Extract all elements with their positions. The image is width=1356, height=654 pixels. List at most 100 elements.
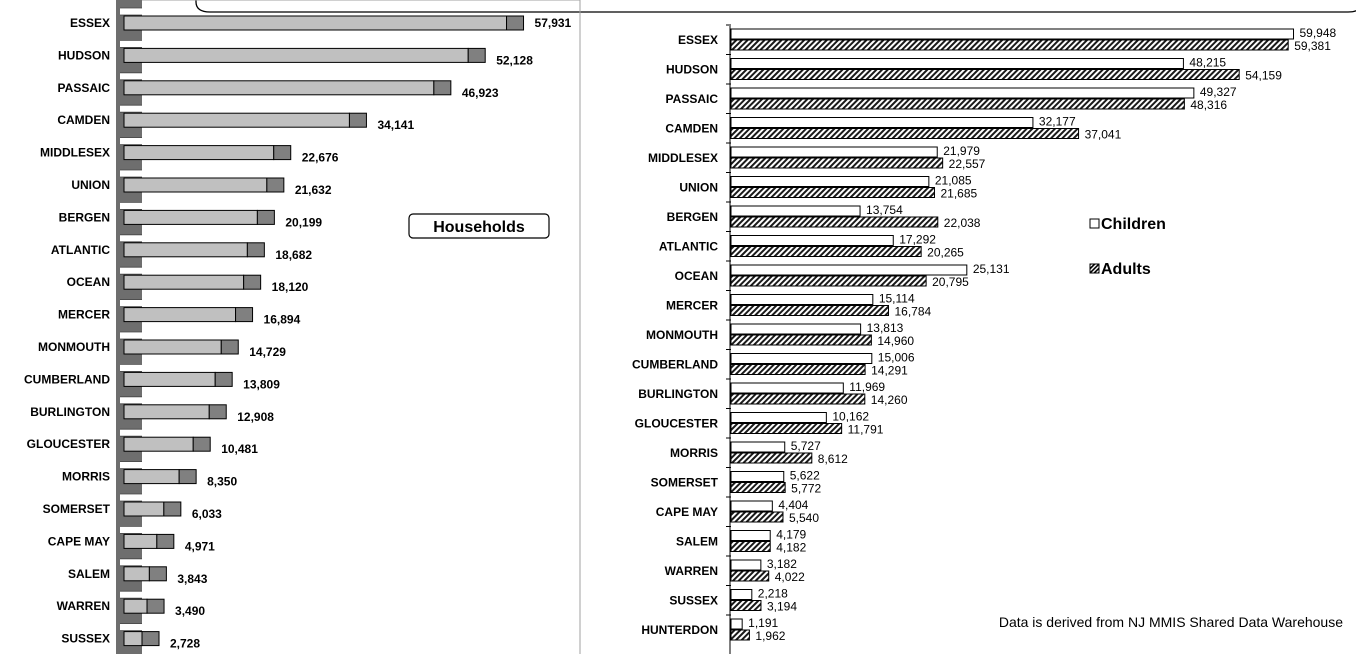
bar-households-ocean	[123, 274, 245, 290]
bar-households-bergen	[123, 209, 258, 225]
category-label-households: MONMOUTH	[38, 340, 110, 354]
category-label-households: SALEM	[68, 567, 110, 581]
value-label-households: 46,923	[462, 86, 499, 100]
bar-adults-warren	[730, 570, 770, 582]
value-label-children: 21,085	[935, 174, 972, 188]
wall-step	[120, 332, 142, 339]
bar-children-union	[730, 176, 930, 187]
value-label-children: 15,006	[878, 351, 915, 365]
category-label: UNION	[679, 181, 718, 195]
bar-adults-salem	[730, 541, 771, 552]
value-label-households: 3,490	[175, 604, 205, 618]
legend-swatch-children	[1089, 218, 1100, 229]
bar-cap	[256, 209, 275, 225]
category-label: MERCER	[666, 299, 718, 313]
wall-step	[120, 494, 142, 501]
bar-adults-burlington	[730, 393, 866, 405]
value-label-households: 18,682	[275, 248, 312, 262]
bar-cap	[246, 242, 265, 258]
bar-households-union	[123, 177, 268, 193]
legend-label-children: Children	[1101, 216, 1166, 233]
value-label-adults: 20,265	[927, 246, 964, 260]
category-label-households: UNION	[71, 178, 110, 192]
bar-children-atlantic	[730, 235, 894, 246]
value-label-adults: 14,260	[871, 393, 908, 407]
bar-adults-monmouth	[730, 334, 872, 346]
value-label-children: 25,131	[973, 262, 1010, 276]
bar-households-atlantic	[123, 242, 248, 258]
category-label-households: ESSEX	[70, 16, 110, 30]
value-label-households: 34,141	[377, 118, 414, 132]
bar-households-sussex	[123, 631, 143, 647]
legend-item-children: Children	[1089, 216, 1166, 233]
bar-adults-somerset	[730, 482, 786, 493]
bar-households-essex	[123, 15, 508, 31]
bar-children-ocean	[730, 264, 968, 276]
category-label: SALEM	[676, 535, 718, 549]
category-label-households: CAPE MAY	[48, 534, 110, 548]
wall-step	[120, 170, 142, 177]
bar-households-mercer	[123, 307, 237, 323]
category-label: MIDDLESEX	[648, 151, 718, 165]
value-label-households: 52,128	[496, 53, 533, 67]
category-label: BURLINGTON	[638, 387, 718, 401]
bar-children-middlesex	[730, 146, 938, 158]
category-label: CAPE MAY	[656, 505, 718, 519]
bar-cap	[467, 47, 486, 63]
value-label-households: 13,809	[243, 377, 280, 391]
value-label-children: 13,813	[867, 321, 904, 335]
value-label-children: 15,114	[879, 292, 915, 306]
value-label-adults: 1,962	[755, 629, 785, 643]
bar-adults-sussex	[730, 600, 762, 611]
wall-step	[120, 526, 142, 534]
value-label-adults: 14,291	[871, 364, 908, 378]
wall-step	[120, 299, 142, 307]
bar-adults-passaic	[730, 98, 1185, 110]
value-label-children: 59,948	[1300, 26, 1337, 40]
bar-children-camden	[730, 117, 1034, 128]
value-label-children: 5,727	[791, 439, 821, 453]
value-label-children: 3,182	[767, 557, 797, 571]
bar-cap	[235, 307, 254, 323]
bar-adults-mercer	[730, 305, 889, 316]
wall-step	[120, 8, 142, 15]
category-label-households: PASSAIC	[58, 81, 111, 95]
data-source-note: Data is derived from NJ MMIS Shared Data…	[999, 614, 1343, 630]
value-label-households: 12,908	[237, 410, 274, 424]
value-label-children: 17,292	[899, 233, 936, 247]
category-label: GLOUCESTER	[635, 417, 719, 431]
bar-households-cape-may	[123, 533, 158, 549]
category-label: PASSAIC	[666, 92, 719, 106]
value-label-children: 32,177	[1039, 115, 1076, 129]
value-label-children: 2,218	[758, 587, 788, 601]
bar-households-burlington	[123, 404, 210, 420]
value-label-children: 5,622	[790, 469, 820, 483]
category-label-households: SOMERSET	[43, 502, 111, 516]
legend-item-adults: Adults	[1089, 261, 1151, 278]
bar-cap	[506, 15, 525, 31]
category-label: WARREN	[665, 564, 718, 578]
value-label-households: 8,350	[207, 475, 237, 489]
households-chart: ESSEX 57,931 HUDSON 52,128 PASSAIC 46,923 CAMD…	[24, 0, 581, 654]
bar-cap	[156, 533, 175, 549]
bar-children-gloucester	[730, 412, 827, 423]
bar-children-cumberland	[730, 353, 873, 364]
bar-adults-middlesex	[730, 157, 944, 169]
bar-households-camden	[123, 112, 350, 128]
category-label-households: BURLINGTON	[30, 405, 110, 419]
bar-adults-ocean	[730, 275, 927, 287]
value-label-households: 4,971	[185, 539, 215, 553]
value-label-adults: 5,540	[789, 511, 819, 525]
value-label-adults: 20,795	[932, 275, 969, 289]
bar-adults-atlantic	[730, 246, 922, 257]
bar-adults-hunterdon	[730, 629, 750, 641]
value-label-adults: 22,038	[944, 216, 981, 230]
legend-swatch-adults	[1089, 263, 1100, 274]
value-label-households: 10,481	[221, 442, 258, 456]
value-label-households: 20,199	[285, 215, 322, 229]
category-label-households: CAMDEN	[57, 113, 110, 127]
top-frame	[195, 0, 1356, 13]
value-label-households: 2,728	[170, 637, 200, 651]
bar-households-gloucester	[123, 436, 194, 452]
